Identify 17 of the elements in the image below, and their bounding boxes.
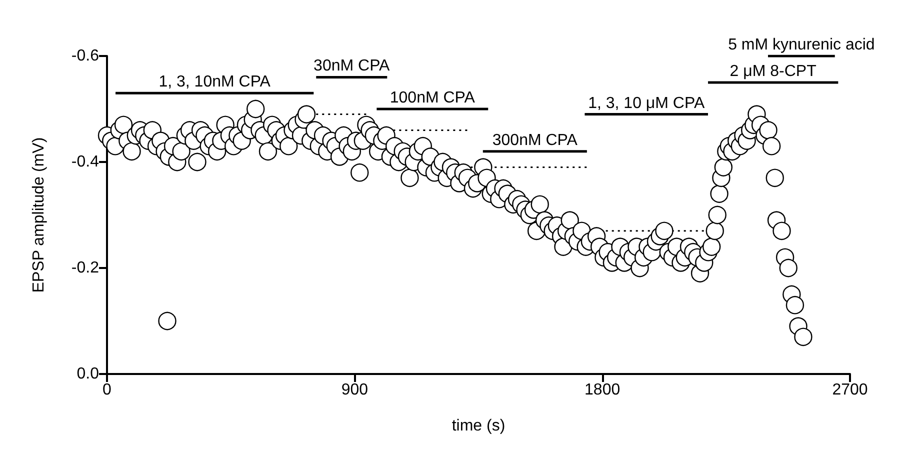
x-tick-label: 900 [341, 382, 368, 398]
y-tick-label: -0.6 [71, 48, 100, 64]
y-tick-label: 0.0 [76, 366, 100, 382]
series-label: 30nM CPA [314, 58, 390, 75]
x-tick-label: 1800 [584, 382, 620, 398]
series-label: 5 mM kynurenic acid [728, 36, 875, 54]
x-tick-label: 2700 [832, 382, 868, 398]
series-label: 2 μM 8-CPT [730, 63, 817, 80]
series-label: 1, 3, 10 μM CPA [588, 94, 705, 112]
y-tick-label: -0.2 [71, 260, 100, 276]
x-tick-label: 0 [102, 382, 112, 398]
y-axis-title: EPSP amplitude (mV) [30, 137, 48, 293]
y-tick-label: -0.4 [71, 154, 100, 170]
x-axis-title: time (s) [452, 418, 506, 434]
series-label: 100nM CPA [390, 90, 476, 106]
series-label: 300nM CPA [492, 132, 578, 149]
series-label: 1, 3, 10nM CPA [158, 74, 271, 91]
